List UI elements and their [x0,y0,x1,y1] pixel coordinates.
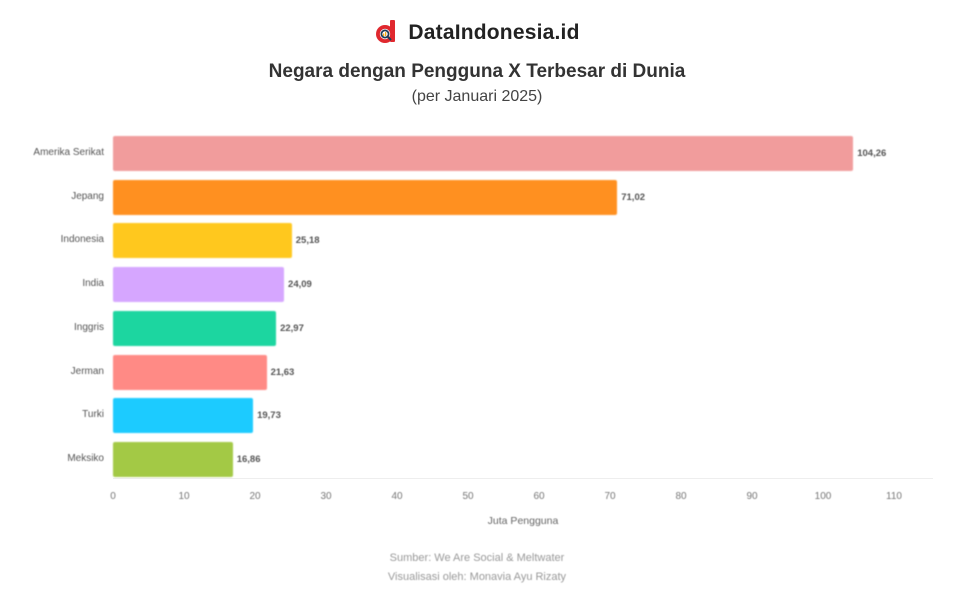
x-tick-label: 90 [746,491,758,502]
value-label: 71,02 [621,191,646,203]
x-tick-label: 60 [533,491,545,502]
x-axis-line [113,478,933,479]
value-label: 16,86 [236,453,261,465]
datainindonesia-logo-icon [374,20,398,46]
x-tick-label: 50 [462,491,474,502]
value-label: 19,73 [257,410,281,422]
bar[interactable] [113,136,854,171]
bar[interactable] [113,398,254,434]
category-label: India [82,278,104,290]
brand-header: DataIndonesia.id [0,20,954,46]
x-tick-label: 30 [320,491,332,502]
chart-title: Negara dengan Pengguna X Terbesar di Dun… [268,61,686,82]
bar[interactable] [113,223,292,259]
category-label: Amerika Serikat [33,147,104,158]
value-label: 21,63 [270,366,295,378]
bar[interactable] [113,179,618,215]
category-label: Jepang [71,190,104,202]
bar[interactable] [113,310,277,346]
bar[interactable] [113,354,267,390]
x-axis-label: Juta Pengguna [487,515,559,527]
x-tick-label: 40 [391,491,403,502]
source-note: Sumber: We Are Social & Meltwater [389,552,565,564]
x-tick-label: 110 [886,491,902,502]
value-label: 25,18 [295,235,320,247]
x-tick-label: 100 [814,491,832,502]
category-label: Meksiko [67,452,104,464]
bar[interactable] [113,441,233,477]
x-tick-label: 0 [110,491,116,502]
brand-name: DataIndonesia.id [408,21,580,44]
bar[interactable] [113,267,285,303]
category-label: Indonesia [60,234,104,246]
value-label: 22,97 [280,322,304,334]
x-tick-label: 10 [178,491,190,502]
category-label: Turki [82,409,104,421]
x-tick-label: 80 [675,491,687,502]
category-label: Jerman [70,365,104,377]
value-label: 104,26 [857,148,887,159]
x-tick-label: 70 [604,491,616,502]
value-label: 24,09 [288,279,312,291]
x-tick-label: 20 [249,491,261,502]
category-label: Inggris [73,321,104,333]
visualized-by-note: Visualisasi oleh: Monavia Ayu Rizaty [387,571,567,583]
chart-subtitle: (per Januari 2025) [411,88,543,105]
